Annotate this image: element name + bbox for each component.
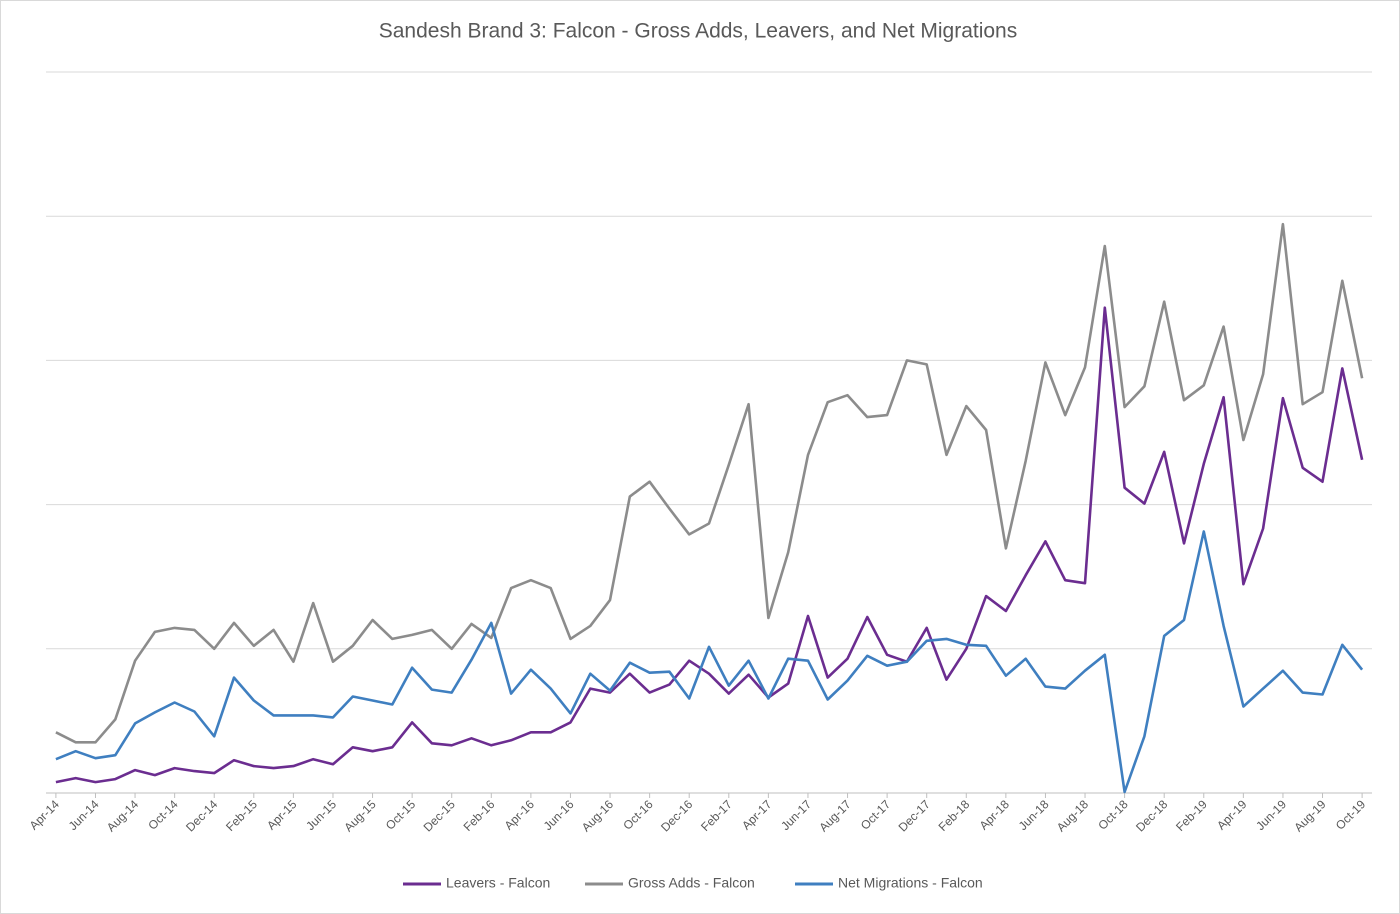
chart-title: Sandesh Brand 3: Falcon - Gross Adds, Le… xyxy=(379,20,1018,43)
legend-label: Net Migrations - Falcon xyxy=(838,875,983,891)
series-line xyxy=(55,530,1364,794)
legend-label: Leavers - Falcon xyxy=(446,875,550,891)
series-line xyxy=(55,306,1364,784)
series-line xyxy=(55,222,1364,744)
legend-label: Gross Adds - Falcon xyxy=(628,875,755,891)
